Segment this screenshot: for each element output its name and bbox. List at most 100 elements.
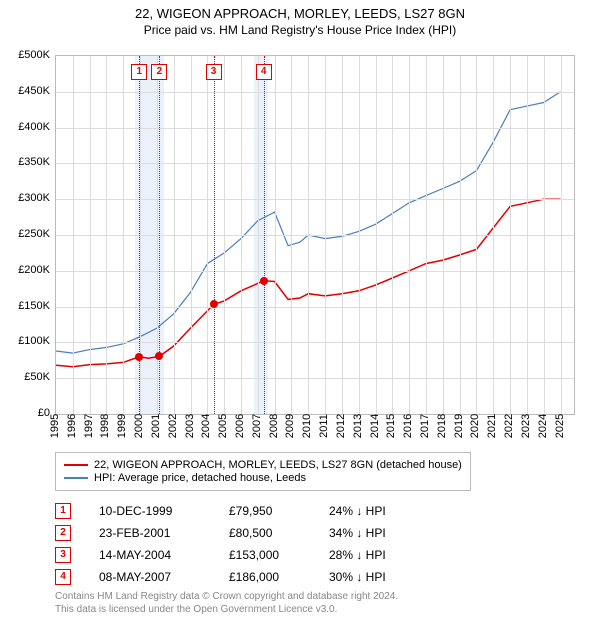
sales-row: 2 23-FEB-2001£80,50034% ↓ HPI [55, 522, 439, 544]
legend-item: HPI: Average price, detached house, Leed… [64, 472, 462, 484]
chart-container: 22, WIGEON APPROACH, MORLEY, LEEDS, LS27… [0, 0, 600, 620]
x-gridline [527, 56, 528, 414]
x-gridline [493, 56, 494, 414]
y-axis-label: £200K [18, 264, 50, 276]
y-gridline [56, 92, 574, 93]
title: 22, WIGEON APPROACH, MORLEY, LEEDS, LS27… [0, 6, 600, 21]
x-gridline [376, 56, 377, 414]
x-gridline [191, 56, 192, 414]
y-gridline [56, 199, 574, 200]
y-axis-label: £500K [18, 49, 50, 61]
sales-date: 14-MAY-2004 [99, 548, 229, 562]
x-gridline [73, 56, 74, 414]
x-gridline [342, 56, 343, 414]
y-gridline [56, 235, 574, 236]
sales-diff: 34% ↓ HPI [329, 526, 439, 540]
x-axis-label: 1996 [66, 414, 78, 438]
x-gridline [510, 56, 511, 414]
x-axis-label: 2012 [335, 414, 347, 438]
footer: Contains HM Land Registry data © Crown c… [55, 590, 398, 616]
x-gridline [544, 56, 545, 414]
x-axis-label: 2025 [554, 414, 566, 438]
marker-line [264, 56, 265, 414]
marker-box: 4 [256, 64, 272, 80]
x-axis-label: 1998 [99, 414, 111, 438]
x-axis-label: 2007 [251, 414, 263, 438]
sales-marker-num: 2 [55, 525, 71, 541]
x-gridline [123, 56, 124, 414]
sales-price: £153,000 [229, 548, 329, 562]
title-block: 22, WIGEON APPROACH, MORLEY, LEEDS, LS27… [0, 0, 600, 37]
x-axis-label: 2006 [234, 414, 246, 438]
x-axis-label: 2023 [520, 414, 532, 438]
sales-diff: 28% ↓ HPI [329, 548, 439, 562]
sales-table: 110-DEC-1999£79,95024% ↓ HPI 2 23-FEB-2001… [55, 500, 439, 588]
sales-date: 08-MAY-2007 [99, 570, 229, 584]
x-gridline [561, 56, 562, 414]
marker-dot [210, 300, 218, 308]
x-gridline [443, 56, 444, 414]
sales-marker-num: 4 [55, 569, 71, 585]
sales-diff: 24% ↓ HPI [329, 504, 439, 518]
x-axis-label: 2022 [503, 414, 515, 438]
x-gridline [106, 56, 107, 414]
y-axis-label: £400K [18, 121, 50, 133]
x-axis-label: 2009 [284, 414, 296, 438]
x-axis-label: 2011 [318, 414, 330, 438]
x-gridline [325, 56, 326, 414]
x-axis-label: 2000 [133, 414, 145, 438]
sales-row: 4 08-MAY-2007£186,00030% ↓ HPI [55, 566, 439, 588]
x-gridline [207, 56, 208, 414]
marker-line [214, 56, 215, 414]
x-gridline [460, 56, 461, 414]
x-axis-label: 2019 [453, 414, 465, 438]
y-axis-label: £450K [18, 85, 50, 97]
x-gridline [258, 56, 259, 414]
footer-line-1: Contains HM Land Registry data © Crown c… [55, 590, 398, 603]
y-axis-label: £50K [24, 371, 50, 383]
chart-area: 1234 [55, 55, 575, 415]
sales-price: £80,500 [229, 526, 329, 540]
sales-row: 110-DEC-1999£79,95024% ↓ HPI [55, 500, 439, 522]
legend-label: 22, WIGEON APPROACH, MORLEY, LEEDS, LS27… [94, 459, 462, 471]
sales-row: 3 14-MAY-2004£153,00028% ↓ HPI [55, 544, 439, 566]
x-gridline [409, 56, 410, 414]
y-axis-label: £150K [18, 300, 50, 312]
y-axis-label: £100K [18, 335, 50, 347]
x-axis-label: 2015 [385, 414, 397, 438]
marker-dot [260, 277, 268, 285]
legend-swatch [64, 464, 88, 466]
x-axis-label: 2003 [184, 414, 196, 438]
legend-item: 22, WIGEON APPROACH, MORLEY, LEEDS, LS27… [64, 459, 462, 471]
sales-marker-num: 1 [55, 503, 71, 519]
sales-diff: 30% ↓ HPI [329, 570, 439, 584]
x-gridline [476, 56, 477, 414]
legend-label: HPI: Average price, detached house, Leed… [94, 472, 306, 484]
y-axis-label: £250K [18, 228, 50, 240]
sales-price: £79,950 [229, 504, 329, 518]
sales-marker-num: 3 [55, 547, 71, 563]
x-axis-label: 2005 [217, 414, 229, 438]
x-gridline [359, 56, 360, 414]
marker-box: 1 [131, 64, 147, 80]
x-axis-label: 1995 [49, 414, 61, 438]
x-axis-label: 2021 [486, 414, 498, 438]
x-axis-label: 2013 [352, 414, 364, 438]
sales-date: 23-FEB-2001 [99, 526, 229, 540]
x-axis-label: 2014 [369, 414, 381, 438]
y-gridline [56, 271, 574, 272]
y-gridline [56, 163, 574, 164]
x-axis-label: 2017 [419, 414, 431, 438]
sales-price: £186,000 [229, 570, 329, 584]
x-gridline [241, 56, 242, 414]
x-axis-label: 1997 [83, 414, 95, 438]
x-gridline [275, 56, 276, 414]
subtitle: Price paid vs. HM Land Registry's House … [0, 23, 600, 37]
x-gridline [392, 56, 393, 414]
marker-box: 2 [151, 64, 167, 80]
x-gridline [308, 56, 309, 414]
y-axis-label: £300K [18, 192, 50, 204]
x-gridline [174, 56, 175, 414]
x-axis-label: 2008 [268, 414, 280, 438]
x-axis-label: 2002 [167, 414, 179, 438]
